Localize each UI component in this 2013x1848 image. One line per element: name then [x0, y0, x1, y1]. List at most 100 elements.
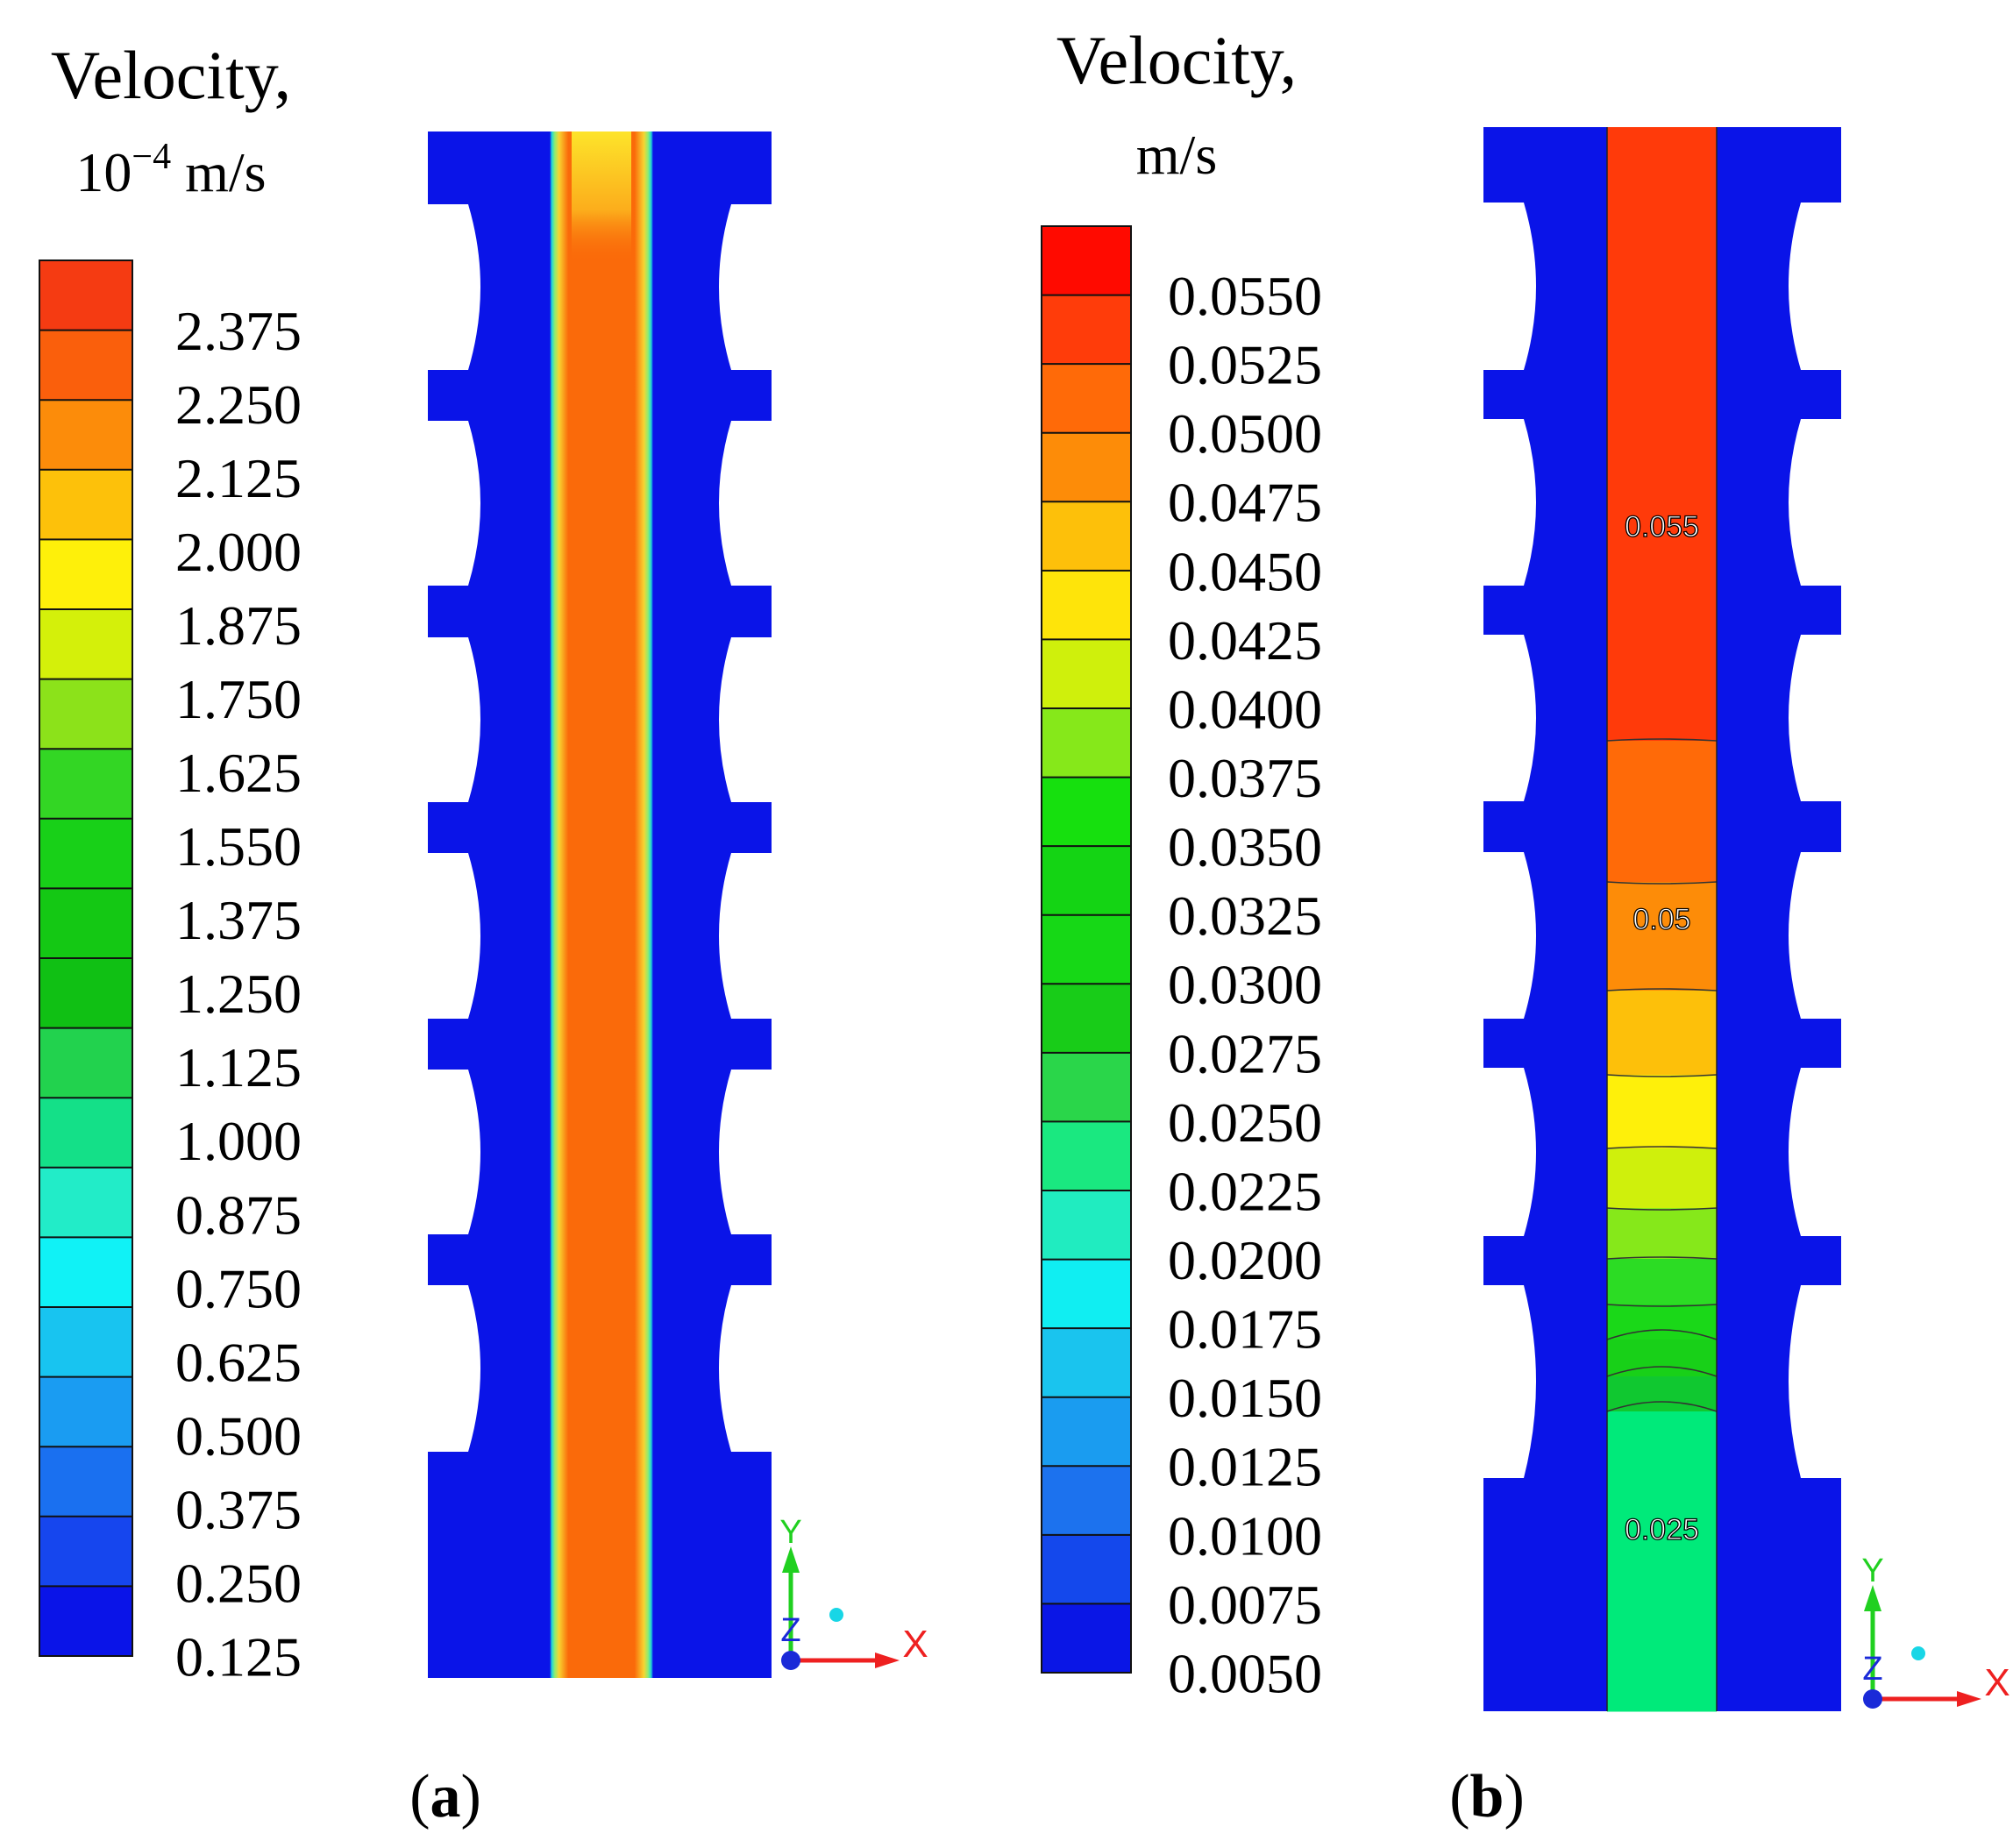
colorbar-band: [1042, 777, 1131, 847]
colorbar-band: [39, 469, 132, 540]
colorbar-tick-label: 0.0100: [1168, 1504, 1322, 1567]
colorbar-band: [1042, 1121, 1131, 1191]
colorbar-tick-label: 0.0350: [1168, 816, 1322, 878]
colorbar-band: [39, 1237, 132, 1308]
colorbar-band: [39, 679, 132, 750]
contour-line: [1606, 1366, 1718, 1377]
colorbar-band: [39, 1376, 132, 1447]
contour-line: [1606, 988, 1718, 992]
colorbar-tick-label: 1.000: [175, 1110, 302, 1172]
colorbar-tick-label: 0.0075: [1168, 1574, 1322, 1636]
colorbar-band: [39, 749, 132, 820]
colorbar-tick-label: 2.125: [175, 447, 302, 509]
colorbar-band: [1042, 639, 1131, 709]
colorbar-band: [1042, 984, 1131, 1054]
flow-zone: [1607, 1259, 1717, 1305]
colorbar-tick-label: 0.125: [175, 1625, 302, 1688]
contour-line: [1606, 1304, 1718, 1307]
colorbar-band: [1042, 1603, 1131, 1674]
colorbar-tick-label: 2.000: [175, 521, 302, 583]
colorbar-tick-label: 0.0500: [1168, 402, 1322, 465]
z-axis-dot: [781, 1651, 800, 1670]
colorbar-tick-label: 2.375: [175, 300, 302, 362]
colorbar-band: [1042, 1328, 1131, 1398]
flow-zone: [1607, 1075, 1717, 1149]
colorbar-tick-label: 0.0325: [1168, 885, 1322, 947]
colorbar-band: [1042, 364, 1131, 434]
colorbar-band: [39, 1516, 132, 1587]
colorbar-band: [1042, 1259, 1131, 1329]
colorbar-frame: [1041, 225, 1132, 1674]
colorbar-band: [39, 1446, 132, 1517]
colorbar-tick-label: 1.125: [175, 1036, 302, 1098]
colorbar-tick-label: 0.0225: [1168, 1160, 1322, 1222]
velocity-field-a: [428, 131, 772, 1678]
y-axis-label: Y: [1861, 1553, 1883, 1589]
flow-core-a: [550, 131, 653, 1678]
colorbar-band: [1042, 432, 1131, 502]
contour-line: [1606, 1256, 1718, 1260]
flow-core-b-zones: [1606, 127, 1718, 1712]
flow-core-a-inlet: [572, 131, 631, 263]
colorbar-band: [1042, 501, 1131, 572]
flow-zone: [1607, 1148, 1717, 1209]
colorbar-band: [1042, 570, 1131, 640]
colorbar-band: [39, 888, 132, 959]
colorbar-band: [1042, 708, 1131, 778]
colorbar-band: [39, 1586, 132, 1657]
colorbar-band: [39, 958, 132, 1029]
colorbar-tick-label: 0.0550: [1168, 265, 1322, 327]
y-axis-label: Y: [779, 1514, 801, 1551]
colorbar-band: [39, 1307, 132, 1378]
colorbar-tick-label: 0.250: [175, 1552, 302, 1614]
x-axis-label: X: [1984, 1661, 2009, 1704]
legend-b-colorbar: [1041, 225, 1132, 1674]
flow-zone: [1607, 882, 1717, 992]
legend-b-title: Velocity,: [1056, 22, 1297, 98]
contour-labels-b: 0.055 0.05 0.025: [1624, 509, 1699, 1546]
legend-a-title: Velocity,: [51, 37, 291, 113]
y-axis-arrowhead: [1864, 1585, 1881, 1611]
colorbar-tick-label: 0.0300: [1168, 954, 1322, 1016]
colorbar-tick-label: 0.0400: [1168, 678, 1322, 740]
colorbar-tick-label: 0.0050: [1168, 1642, 1322, 1704]
colorbar-tick-label: 0.500: [175, 1404, 302, 1467]
contour-label: 0.05: [1632, 903, 1690, 936]
colorbar-band: [39, 400, 132, 471]
legend-a-tick-labels: 2.375 2.250 2.125 2.000 1.875 1.750 1.625 1.550…: [175, 300, 302, 1688]
colorbar-band: [1042, 1466, 1131, 1536]
colorbar-tick-label: 0.750: [175, 1257, 302, 1319]
colorbar-tick-label: 1.875: [175, 594, 302, 657]
legend-a-colorbar: [39, 259, 133, 1657]
colorbar-band: [39, 330, 132, 401]
colorbar-tick-label: 0.0275: [1168, 1022, 1322, 1084]
colorbar-band: [1042, 295, 1131, 365]
colorbar-tick-label: 0.0175: [1168, 1298, 1322, 1361]
flow-zone: [1607, 1411, 1717, 1712]
colorbar-tick-label: 0.0250: [1168, 1091, 1322, 1154]
caption-b: (b): [1449, 1763, 1525, 1830]
colorbar-tick-label: 0.0525: [1168, 334, 1322, 396]
flow-zone: [1607, 991, 1717, 1076]
contour-line: [1606, 1146, 1718, 1149]
y-axis-arrowhead: [782, 1546, 800, 1573]
legend-a: Velocity, 10−4 m/s 2.375 2.250 2.125 2.000 1…: [39, 37, 302, 1688]
colorbar-band: [1042, 846, 1131, 916]
colorbar-frame: [39, 259, 133, 1657]
legend-b-unit: m/s: [1136, 124, 1217, 186]
colorbar-tick-label: 1.750: [175, 668, 302, 730]
colorbar-tick-label: 0.0450: [1168, 540, 1322, 602]
colorbar-band: [1042, 1191, 1131, 1261]
z-axis-label: Z: [1862, 1651, 1882, 1688]
flow-zone: [1607, 741, 1717, 883]
contour-label: 0.055: [1625, 510, 1699, 544]
view-point-dot: [1911, 1646, 1925, 1660]
legend-b: Velocity, m/s 0.05500.05250.05000.04750.…: [1041, 22, 1322, 1704]
contour-line: [1606, 1401, 1718, 1412]
colorbar-band: [1042, 1397, 1131, 1467]
colorbar-band: [39, 1098, 132, 1169]
colorbar-band: [39, 818, 132, 889]
colorbar-tick-label: 0.0475: [1168, 472, 1322, 534]
